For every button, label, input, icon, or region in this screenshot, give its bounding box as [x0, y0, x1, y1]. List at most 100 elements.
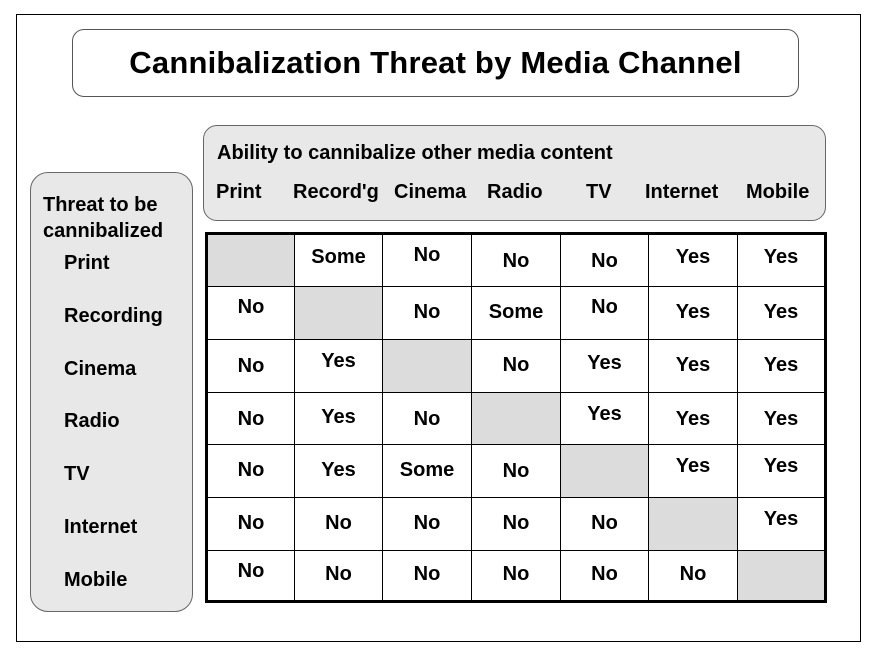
- matrix-cell-value: No: [502, 460, 530, 482]
- matrix-cell: No: [383, 235, 472, 287]
- matrix-cell: No: [561, 287, 649, 340]
- figure-frame: [16, 14, 861, 642]
- threat-matrix: Some No No No Yes Yes No No Some No Yes Yes No Yes No Y…: [205, 232, 827, 603]
- matrix-cell: Yes: [295, 445, 383, 498]
- title-box: Cannibalization Threat by Media Channel: [72, 29, 799, 97]
- matrix-cell-value: Yes: [675, 408, 711, 430]
- matrix-cell-value: No: [237, 560, 265, 582]
- diagram-title: Cannibalization Threat by Media Channel: [129, 45, 742, 80]
- matrix-cell-value: Some: [399, 459, 455, 481]
- column-label-cinema: Cinema: [394, 181, 467, 203]
- matrix-cell-value: No: [502, 250, 530, 272]
- matrix-cell-value: Yes: [763, 455, 799, 477]
- matrix-cell-value: Yes: [675, 301, 711, 323]
- matrix-cell-value: Yes: [763, 301, 799, 323]
- matrix-cell: Yes: [738, 445, 824, 498]
- matrix-cell: Yes: [649, 445, 738, 498]
- row-label-internet: Internet: [64, 516, 138, 538]
- matrix-cell-value: No: [591, 250, 618, 272]
- column-label-print: Print: [216, 181, 262, 203]
- matrix-cell: Yes: [738, 235, 824, 287]
- matrix-cell: No: [472, 551, 561, 600]
- matrix-cell: Some: [295, 235, 383, 287]
- matrix-cell: No: [383, 393, 472, 445]
- matrix-cell-value: Yes: [587, 403, 622, 425]
- matrix-cell: No: [383, 287, 472, 340]
- matrix-cell: Some: [383, 445, 472, 498]
- row-axis-heading: Threat to be cannibalized: [43, 192, 163, 244]
- matrix-cell-value: Yes: [763, 354, 799, 376]
- diagonal-blank-cell: [738, 551, 824, 600]
- matrix-cell: No: [472, 235, 561, 287]
- matrix-cell-value: Yes: [763, 508, 799, 530]
- matrix-cell-value: No: [591, 512, 618, 534]
- matrix-cell: No: [472, 340, 561, 393]
- matrix-cell: Yes: [561, 393, 649, 445]
- matrix-cell-value: No: [237, 408, 265, 430]
- column-axis-heading: Ability to cannibalize other media conte…: [217, 142, 613, 164]
- matrix-cell: Yes: [295, 340, 383, 393]
- diagonal-blank-cell: [383, 340, 472, 393]
- matrix-cell-value: No: [413, 408, 441, 430]
- matrix-cell: No: [208, 393, 295, 445]
- row-axis-heading-line1: Threat to be: [43, 194, 158, 216]
- matrix-cell: No: [295, 551, 383, 600]
- diagonal-blank-cell: [649, 498, 738, 551]
- matrix-cell: Yes: [649, 340, 738, 393]
- matrix-cell: Yes: [649, 393, 738, 445]
- matrix-cell: No: [295, 498, 383, 551]
- matrix-cell-value: Yes: [763, 246, 799, 268]
- matrix-cell-value: No: [325, 563, 352, 585]
- row-label-mobile: Mobile: [64, 569, 128, 591]
- column-label-tv: TV: [586, 181, 612, 203]
- diagonal-blank-cell: [561, 445, 649, 498]
- matrix-cell-value: Yes: [321, 459, 356, 481]
- matrix-cell-value: Yes: [675, 354, 711, 376]
- matrix-cell-value: No: [502, 563, 530, 585]
- matrix-cell-value: No: [679, 563, 707, 585]
- matrix-cell-value: Some: [488, 301, 544, 323]
- matrix-cell-value: Some: [311, 246, 366, 268]
- column-label-recording: Record'g: [293, 181, 379, 203]
- row-label-cinema: Cinema: [64, 358, 137, 380]
- matrix-cell: Yes: [295, 393, 383, 445]
- matrix-cell-value: No: [413, 512, 441, 534]
- matrix-cell-value: Yes: [587, 352, 622, 374]
- matrix-cell: No: [208, 287, 295, 340]
- matrix-cell-value: Yes: [321, 406, 356, 428]
- matrix-cell: No: [208, 340, 295, 393]
- matrix-cell: Yes: [649, 287, 738, 340]
- matrix-cell: No: [383, 551, 472, 600]
- matrix-cell-value: Yes: [321, 350, 356, 372]
- diagonal-blank-cell: [295, 287, 383, 340]
- matrix-cell-value: No: [413, 301, 441, 323]
- matrix-cell: No: [472, 445, 561, 498]
- matrix-cell-value: No: [237, 355, 265, 377]
- diagonal-blank-cell: [208, 235, 295, 287]
- matrix-cell: Yes: [738, 393, 824, 445]
- matrix-cell-value: No: [237, 512, 265, 534]
- row-axis-heading-line2: cannibalized: [43, 220, 164, 242]
- matrix-cell: Yes: [738, 498, 824, 551]
- matrix-cell: No: [208, 498, 295, 551]
- matrix-cell: Yes: [649, 235, 738, 287]
- matrix-cell-value: No: [237, 459, 265, 481]
- matrix-cell-value: Yes: [675, 246, 711, 268]
- matrix-cell-value: No: [413, 244, 441, 266]
- matrix-cell-value: No: [502, 354, 530, 376]
- matrix-cell: Yes: [738, 287, 824, 340]
- row-label-radio: Radio: [64, 410, 120, 432]
- column-label-radio: Radio: [487, 181, 543, 203]
- diagonal-blank-cell: [472, 393, 561, 445]
- matrix-cell: No: [561, 235, 649, 287]
- matrix-cell: No: [561, 551, 649, 600]
- row-label-recording: Recording: [64, 305, 163, 327]
- matrix-cell-value: No: [591, 563, 618, 585]
- matrix-cell-value: Yes: [675, 455, 711, 477]
- matrix-cell: No: [383, 498, 472, 551]
- column-label-internet: Internet: [645, 181, 719, 203]
- matrix-cell: Some: [472, 287, 561, 340]
- row-label-print: Print: [64, 252, 110, 274]
- matrix-cell-value: No: [413, 563, 441, 585]
- matrix-cell: No: [208, 551, 295, 600]
